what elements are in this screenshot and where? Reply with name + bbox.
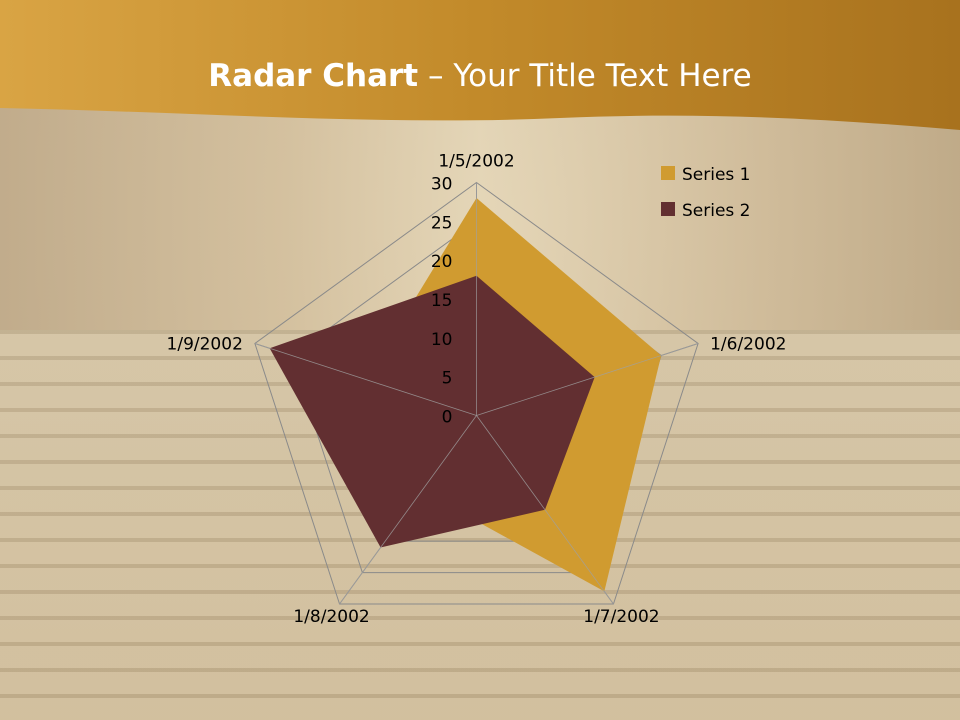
grid-ring [254, 181, 699, 605]
axis-tick-label: 0 [442, 408, 453, 428]
legend-swatch-2 [661, 202, 675, 216]
axis-tick-label: 15 [431, 291, 453, 311]
series-area-2 [269, 275, 595, 548]
category-label: 1/9/2002 [167, 334, 243, 354]
axis-tick-label: 25 [431, 213, 453, 233]
category-label: 1/7/2002 [583, 607, 659, 627]
title-rest: – Your Title Text Here [418, 58, 752, 94]
category-label: 1/6/2002 [710, 334, 786, 354]
axis-tick-label: 30 [431, 175, 453, 195]
legend-swatch-1 [661, 166, 675, 180]
grid-spoke-overlay [476, 415, 614, 605]
category-label: 1/8/2002 [293, 607, 369, 627]
radar-chart: 0 5 10 15 20 25 30 1/5/2002 1/6/2002 1/7/2002 1/8/… [167, 152, 787, 628]
axis-tick-label: 5 [442, 369, 453, 389]
grid-spoke-overlay [339, 415, 477, 605]
legend-label-2: Series 2 [682, 201, 751, 221]
category-label: 1/5/2002 [438, 152, 514, 172]
title-bold: Radar Chart [208, 58, 419, 94]
grid-spoke-overlay [254, 343, 477, 416]
axis-tick-label: 10 [431, 330, 453, 350]
slide-title: Radar Chart – Your Title Text Here [0, 58, 960, 94]
grid-spoke-overlay [476, 343, 699, 416]
legend-label-1: Series 1 [682, 165, 751, 185]
title-banner [0, 0, 960, 130]
axis-tick-label: 20 [431, 252, 453, 272]
